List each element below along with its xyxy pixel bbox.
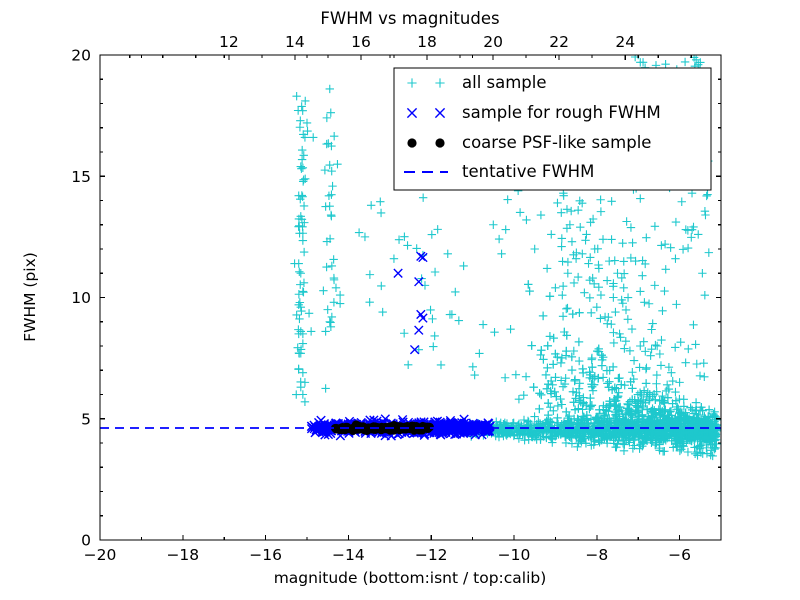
axis-ticklabels-layer: −20 −18 −16 −14 −12 −10 −8 −6 0 5 10 15 20 12 14 16 18 20… (71, 33, 691, 564)
x-tick-label: −6 (668, 546, 691, 564)
legend-label: tentative FWHM (462, 162, 594, 181)
legend-entry[interactable]: tentative FWHM (404, 162, 594, 181)
legend[interactable]: all sample sample for rough FWHM coarse PS… (393, 67, 712, 191)
legend-box (393, 67, 712, 191)
legend-entry[interactable]: all sample (407, 73, 547, 92)
top-x-tick-label: 14 (285, 33, 305, 51)
top-x-tick-label: 24 (615, 33, 635, 51)
legend-label: all sample (462, 73, 547, 92)
top-x-tick-label: 22 (549, 33, 569, 51)
y-axis-label: FWHM (pix) (21, 252, 39, 342)
x-axis-label: magnitude (bottom:isnt / top:calib) (274, 569, 547, 587)
top-x-tick-label: 20 (483, 33, 503, 51)
x-tick-label: −16 (249, 546, 282, 564)
x-tick-label: −18 (166, 546, 199, 564)
series-all-sample (290, 55, 721, 461)
top-x-tick-label: 18 (417, 33, 437, 51)
y-tick-label: 0 (81, 532, 91, 550)
y-tick-label: 20 (71, 47, 91, 65)
y-tick-label: 5 (81, 410, 91, 428)
x-tick-label: −10 (498, 546, 531, 564)
legend-label: coarse PSF-like sample (462, 133, 651, 152)
y-tick-label: 10 (71, 289, 91, 307)
x-tick-label: −12 (415, 546, 448, 564)
top-x-tick-label: 16 (351, 33, 371, 51)
axis-ticks-layer (99, 54, 722, 541)
legend-entry[interactable]: coarse PSF-like sample (407, 133, 651, 152)
legend-entry[interactable]: sample for rough FWHM (406, 103, 661, 122)
data-series-layer (290, 55, 721, 461)
chart-title: FWHM vs magnitudes (320, 9, 499, 28)
y-tick-label: 15 (71, 168, 91, 186)
legend-label: sample for rough FWHM (462, 103, 661, 122)
top-x-tick-label: 12 (219, 33, 239, 51)
x-tick-label: −8 (585, 546, 608, 564)
x-tick-label: −14 (332, 546, 365, 564)
x-tick-label: −20 (84, 546, 117, 564)
